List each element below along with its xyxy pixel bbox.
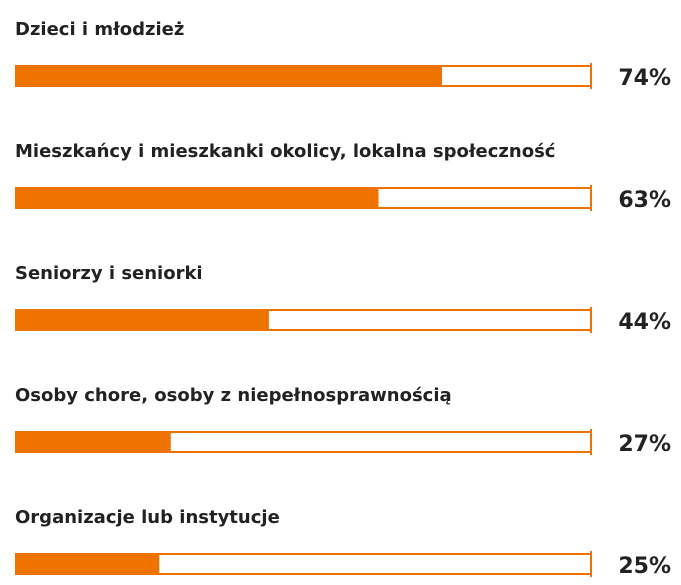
bar xyxy=(15,431,171,453)
category-label: Seniorzy i seniorki xyxy=(15,263,203,284)
value-label: 27% xyxy=(618,432,671,457)
category-label: Mieszkańcy i mieszkanki okolicy, lokalna… xyxy=(15,141,556,162)
category-label: Osoby chore, osoby z niepełnosprawnością xyxy=(15,385,452,406)
value-label: 25% xyxy=(618,554,671,579)
value-label: 44% xyxy=(618,310,671,335)
bar xyxy=(15,553,160,575)
bar xyxy=(15,309,269,331)
value-label: 63% xyxy=(618,188,671,213)
value-label: 74% xyxy=(618,66,671,91)
category-label: Organizacje lub instytucje xyxy=(15,507,280,528)
category-label: Dzieci i młodzież xyxy=(15,19,184,40)
bar xyxy=(15,187,379,209)
bar xyxy=(15,65,442,87)
